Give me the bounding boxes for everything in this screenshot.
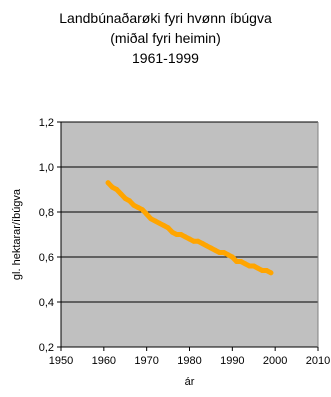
data-point (139, 207, 145, 213)
data-point (199, 241, 205, 246)
data-point (204, 243, 210, 249)
x-tick-label: 1990 (220, 355, 244, 367)
data-point (165, 225, 171, 231)
chart-title-line-3: 1961-1999 (132, 50, 199, 66)
data-point (109, 184, 115, 190)
data-point (208, 245, 214, 251)
data-point (178, 232, 184, 237)
data-point (169, 229, 175, 235)
x-tick-label: 1970 (134, 355, 158, 367)
data-point (148, 216, 154, 222)
data-point (152, 218, 158, 224)
y-tick-label: 0,8 (39, 207, 54, 219)
data-point (135, 205, 141, 210)
data-point (268, 270, 274, 276)
data-point (144, 211, 150, 217)
data-point (259, 268, 265, 273)
x-tick-label: 2010 (306, 355, 330, 367)
y-tick-label: 1,2 (39, 117, 54, 129)
y-tick-label: 0,2 (39, 342, 54, 354)
x-tick-label: 1980 (177, 355, 201, 367)
data-point (127, 198, 133, 204)
data-point (174, 232, 180, 237)
y-tick-label: 0,4 (39, 297, 54, 309)
data-point (242, 261, 248, 267)
data-point (229, 254, 235, 260)
data-point (255, 265, 261, 271)
y-axis-label: gl. hektarar/íbúgva (11, 188, 23, 280)
chart-title-line-2: (miðal fyri heimin) (110, 30, 221, 46)
data-point (246, 263, 252, 269)
x-tick-label: 1960 (92, 355, 116, 367)
data-point (105, 180, 111, 186)
data-point (131, 202, 137, 208)
y-tick-label: 0,6 (39, 252, 54, 264)
plot-area (61, 122, 318, 347)
data-point (216, 250, 222, 255)
data-point (264, 268, 270, 273)
data-point (191, 238, 197, 244)
data-point (114, 187, 120, 192)
x-axis-label: ár (185, 376, 195, 388)
data-point (182, 234, 188, 240)
data-point (225, 252, 231, 258)
data-point (221, 250, 227, 255)
y-tick-label: 1,0 (39, 162, 54, 174)
data-point (212, 247, 218, 253)
x-tick-label: 1950 (49, 355, 73, 367)
chart-title: Landbúnaðarøki fyri hvønn íbúgva (miðal … (0, 8, 331, 68)
data-point (234, 259, 240, 264)
data-point (161, 223, 167, 228)
x-tick-label: 2000 (263, 355, 287, 367)
data-point (118, 191, 124, 197)
data-point (122, 196, 128, 201)
data-point (157, 220, 163, 226)
data-point (187, 236, 192, 242)
data-point (251, 263, 257, 269)
data-point (238, 259, 244, 264)
data-point (195, 238, 201, 244)
chart-title-line-1: Landbúnaðarøki fyri hvønn íbúgva (59, 10, 272, 26)
